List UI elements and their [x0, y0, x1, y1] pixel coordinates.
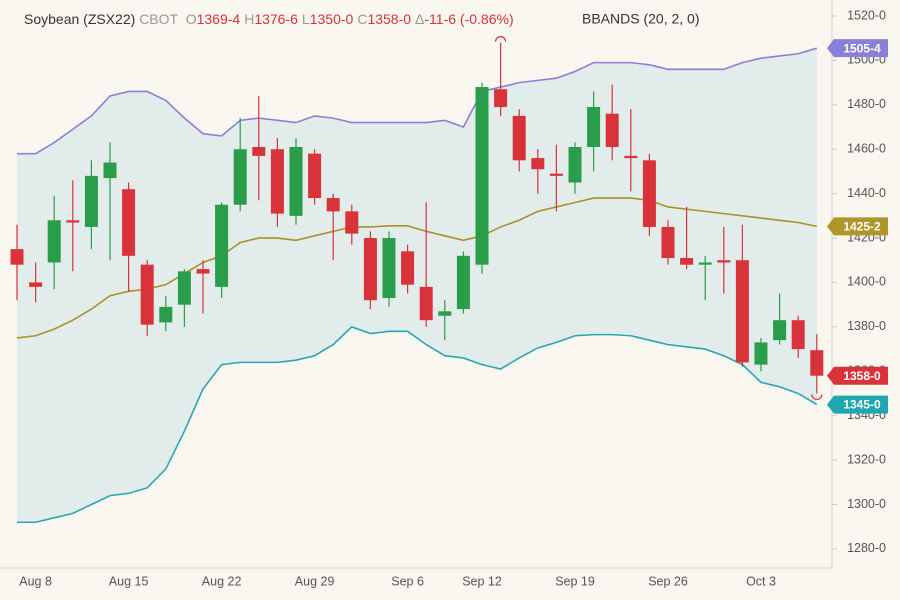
candle-body [177, 271, 191, 305]
price-tag-label: 1345-0 [843, 398, 881, 412]
candle-body [773, 320, 787, 341]
candle-body [270, 149, 284, 214]
plot-area [10, 36, 824, 524]
candle-body [475, 87, 489, 265]
x-tick-label: Aug 15 [109, 574, 149, 588]
candle-body [122, 189, 136, 256]
lower-band [17, 325, 818, 524]
candle-body [159, 306, 173, 323]
candle-body [680, 258, 694, 265]
candle-body [717, 260, 731, 263]
candle-body [791, 320, 805, 350]
candle-body [84, 175, 98, 227]
candle-body [549, 173, 563, 176]
item-value: 1358-0 [367, 11, 411, 27]
candle-body [419, 286, 433, 321]
x-tick-label: Sep 12 [462, 574, 502, 588]
candle-body [494, 89, 508, 108]
band-fill [17, 48, 817, 523]
candle-body [810, 350, 824, 376]
candle-body [215, 204, 229, 287]
ohlc: O1369-4 H1376-6 L1350-0 C1358-0 Δ-11-6 (-0.8… [186, 11, 514, 27]
item-key: H [244, 11, 254, 27]
candle-body [363, 238, 377, 301]
candle-body [326, 198, 340, 212]
symbol: Soybean (ZSX22) [24, 11, 135, 27]
candle-body [252, 146, 266, 156]
candle-body [233, 149, 247, 205]
x-tick-label: Aug 22 [202, 574, 242, 588]
item-value: 1376-6 [254, 11, 298, 27]
candle-body [568, 146, 582, 183]
x-tick-label: Aug 8 [19, 574, 52, 588]
candle-body [661, 226, 675, 259]
x-tick-label: Sep 6 [391, 574, 424, 588]
candle-body [587, 107, 601, 147]
x-tick-label: Aug 29 [295, 574, 335, 588]
y-tick-label: 1480-0 [847, 97, 886, 111]
upper-band [17, 47, 818, 155]
candle-body [624, 155, 638, 159]
y-tick-label: 1440-0 [847, 186, 886, 200]
item-key: L [302, 11, 310, 27]
candle-body [345, 211, 359, 234]
item-key: O [186, 11, 197, 27]
candle-body [642, 160, 656, 227]
x-tick-label: Sep 26 [648, 574, 688, 588]
item-value: -11-6 (-0.86%) [424, 11, 513, 27]
item-value: 1350-0 [310, 11, 354, 27]
candle-body [698, 262, 712, 265]
x-tick-label: Oct 3 [746, 574, 776, 588]
candle-body [47, 220, 61, 263]
candle-body [512, 115, 526, 161]
header: Soybean (ZSX22) CBOT O1369-4 H1376-6 L1350… [24, 11, 514, 27]
candle-body [531, 158, 545, 170]
candle-body [735, 260, 749, 363]
candle-body [10, 249, 24, 265]
item-value: 1369-4 [197, 11, 241, 27]
candle-body [605, 113, 619, 147]
item-key: C [357, 11, 367, 27]
y-tick-label: 1460-0 [847, 142, 886, 156]
price-tag-label: 1425-2 [843, 220, 881, 234]
candle-body [382, 238, 396, 298]
y-tick-label: 1380-0 [847, 319, 886, 333]
candle-body [401, 251, 415, 285]
candle-body [103, 162, 117, 179]
candle-body [754, 342, 768, 365]
price-tag [827, 39, 888, 58]
y-tick-label: 1400-0 [847, 275, 886, 289]
y-tick-label: 1320-0 [847, 452, 886, 466]
candle-body [140, 264, 154, 325]
price-tag [827, 217, 888, 236]
y-tick-label: 1300-0 [847, 497, 886, 511]
candle-body [456, 255, 470, 310]
candle-body [308, 153, 322, 199]
candle-body [196, 269, 210, 274]
indicator: BBANDS (20, 2, 0) [582, 11, 700, 27]
item-key: Δ [415, 11, 424, 27]
exchange: CBOT [139, 11, 178, 27]
price-tag-label: 1505-4 [843, 41, 881, 55]
price-tag [827, 395, 888, 414]
x-tick-label: Sep 19 [555, 574, 595, 588]
price-tag-label: 1358-0 [843, 369, 881, 383]
price-tag [827, 366, 888, 385]
candle-body [438, 311, 452, 316]
candle-body [29, 282, 43, 287]
candle-body [289, 146, 303, 216]
y-tick-label: 1520-0 [847, 8, 886, 22]
y-tick-label: 1280-0 [847, 541, 886, 555]
high-marker [495, 36, 507, 42]
low-marker [811, 394, 823, 400]
candle-body [66, 220, 80, 223]
